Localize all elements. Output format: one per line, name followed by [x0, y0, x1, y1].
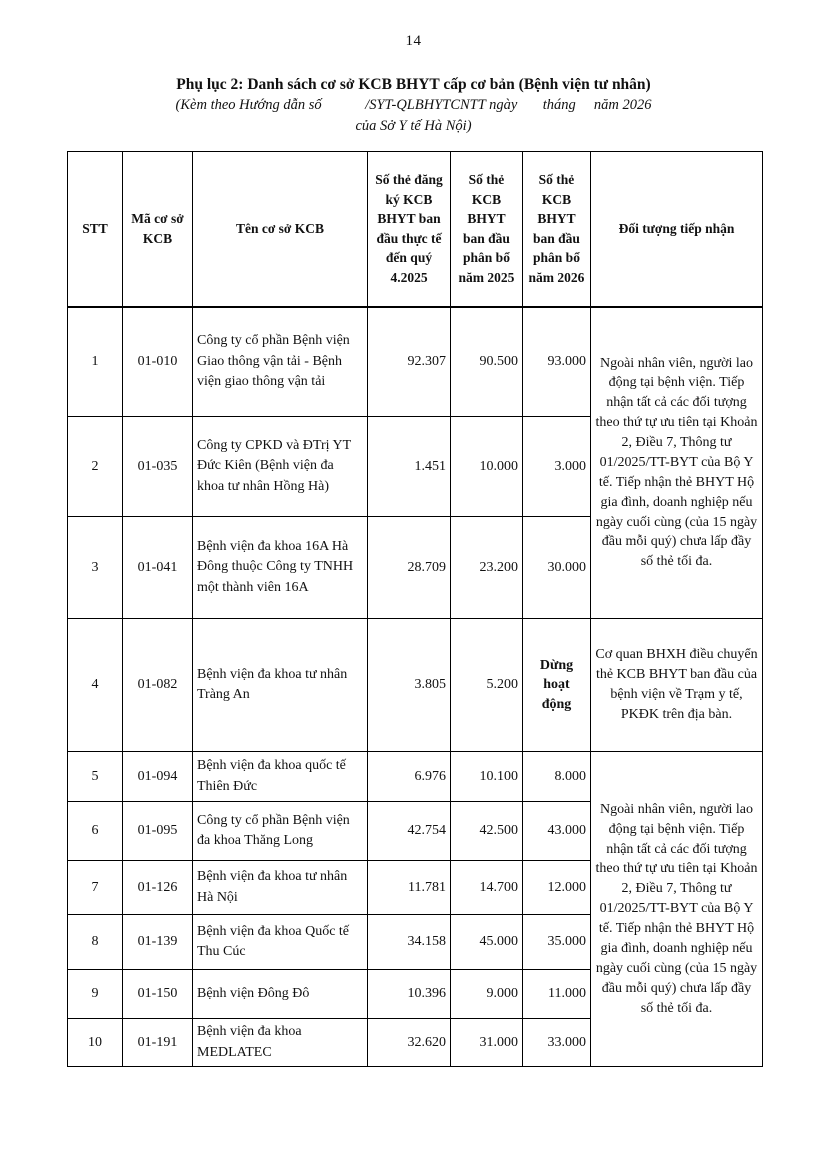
table-row: 6 01-095 Công ty cổ phần Bệnh viện đa khoa… [67, 801, 763, 862]
cell-stt: 8 [67, 914, 123, 971]
cell-ma-co-so: 01-082 [122, 618, 193, 753]
note-cell-rows-1-3: Ngoài nhân viên, người lao động tại bệnh… [590, 306, 763, 620]
cell-so-the-dang-ky: 32.620 [367, 1018, 451, 1068]
cell-phan-bo-2025: 45.000 [450, 914, 523, 971]
cell-stt: 9 [67, 969, 123, 1020]
cell-ma-co-so: 01-139 [122, 914, 193, 971]
table-row: 4 01-082 Bệnh viện đa khoa tư nhân Tràng A… [67, 618, 763, 753]
cell-phan-bo-2026: 33.000 [522, 1018, 591, 1068]
cell-ten-co-so: Bệnh viện đa khoa tư nhân Tràng An [192, 618, 368, 753]
cell-ma-co-so: 01-041 [122, 516, 193, 620]
cell-phan-bo-2026: 30.000 [522, 516, 591, 620]
cell-stt: 5 [67, 751, 123, 803]
cell-phan-bo-2025: 10.100 [450, 751, 523, 803]
cell-ten-co-so: Công ty cổ phần Bệnh viện đa khoa Thăng … [192, 801, 368, 862]
cell-ten-co-so: Bệnh viện đa khoa 16A Hà Đông thuộc Công… [192, 516, 368, 620]
header-phan-bo-2026: Số thẻ KCB BHYT ban đầu phân bổ năm 2026 [522, 151, 591, 308]
header-stt: STT [67, 151, 123, 308]
facility-table: STT Mã cơ sở KCB Tên cơ sở KCB Số thẻ đă… [67, 151, 763, 1068]
cell-stt: 4 [67, 618, 123, 753]
cell-so-the-dang-ky: 34.158 [367, 914, 451, 971]
cell-stt: 2 [67, 416, 123, 518]
table-body: 1 01-010 Công ty cổ phần Bệnh viện Giao th… [67, 306, 763, 1068]
cell-stt: 7 [67, 860, 123, 916]
cell-phan-bo-2026: 8.000 [522, 751, 591, 803]
cell-ten-co-so: Bệnh viện đa khoa Quốc tế Thu Cúc [192, 914, 368, 971]
cell-ten-co-so: Bệnh viện đa khoa tư nhân Hà Nội [192, 860, 368, 916]
cell-phan-bo-2026: 93.000 [522, 306, 591, 418]
cell-ma-co-so: 01-095 [122, 801, 193, 862]
cell-ma-co-so: 01-094 [122, 751, 193, 803]
table-row: 9 01-150 Bệnh viện Đông Đô 10.396 9.000 11.00… [67, 969, 763, 1020]
cell-phan-bo-2026: Dừng hoạt động [522, 618, 591, 753]
cell-ten-co-so: Bệnh viện đa khoa quốc tế Thiên Đức [192, 751, 368, 803]
cell-so-the-dang-ky: 3.805 [367, 618, 451, 753]
table-row: 3 01-041 Bệnh viện đa khoa 16A Hà Đông thu… [67, 516, 763, 620]
cell-phan-bo-2025: 31.000 [450, 1018, 523, 1068]
cell-so-the-dang-ky: 11.781 [367, 860, 451, 916]
table-row: 5 01-094 Bệnh viện đa khoa quốc tế Thiên Đ… [67, 751, 763, 1068]
table-row: 8 01-139 Bệnh viện đa khoa Quốc tế Thu Cúc… [67, 914, 763, 971]
cell-phan-bo-2026: 35.000 [522, 914, 591, 971]
cell-so-the-dang-ky: 6.976 [367, 751, 451, 803]
cell-phan-bo-2025: 5.200 [450, 618, 523, 753]
header-so-the-dang-ky: Số thẻ đăng ký KCB BHYT ban đầu thực tế … [367, 151, 451, 308]
cell-phan-bo-2026: 12.000 [522, 860, 591, 916]
cell-phan-bo-2025: 42.500 [450, 801, 523, 862]
document-title: Phụ lục 2: Danh sách cơ sở KCB BHYT cấp … [176, 76, 651, 93]
note-cell-rows-5-10: Ngoài nhân viên, người lao động tại bệnh… [590, 751, 763, 1068]
cell-so-the-dang-ky: 1.451 [367, 416, 451, 518]
cell-ten-co-so: Bệnh viện đa khoa MEDLATEC [192, 1018, 368, 1068]
cell-phan-bo-2025: 90.500 [450, 306, 523, 418]
table-row: 7 01-126 Bệnh viện đa khoa tư nhân Hà Nội 1… [67, 860, 763, 916]
table-header-row: STT Mã cơ sở KCB Tên cơ sở KCB Số thẻ đă… [67, 151, 763, 308]
cell-ma-co-so: 01-126 [122, 860, 193, 916]
cell-so-the-dang-ky: 10.396 [367, 969, 451, 1020]
cell-ma-co-so: 01-191 [122, 1018, 193, 1068]
header-doi-tuong-tiep-nhan: Đối tượng tiếp nhận [590, 151, 763, 308]
cell-ma-co-so: 01-150 [122, 969, 193, 1020]
table-row: 2 01-035 Công ty CPKD và ĐTrị YT Đức Kiên … [67, 416, 763, 518]
cell-phan-bo-2025: 14.700 [450, 860, 523, 916]
document-subtitle-line2: của Sở Y tế Hà Nội) [355, 117, 472, 134]
header-ten-co-so-kcb: Tên cơ sở KCB [192, 151, 368, 308]
cell-ten-co-so: Công ty CPKD và ĐTrị YT Đức Kiên (Bệnh v… [192, 416, 368, 518]
cell-stt: 3 [67, 516, 123, 620]
cell-phan-bo-2025: 23.200 [450, 516, 523, 620]
header-phan-bo-2025: Số thẻ KCB BHYT ban đầu phân bổ năm 2025 [450, 151, 523, 308]
cell-ten-co-so: Bệnh viện Đông Đô [192, 969, 368, 1020]
cell-ten-co-so: Công ty cổ phần Bệnh viện Giao thông vận… [192, 306, 368, 418]
cell-phan-bo-2026: 11.000 [522, 969, 591, 1020]
note-cell-row-4: Cơ quan BHXH điều chuyển thẻ KCB BHYT ba… [590, 618, 763, 753]
cell-phan-bo-2025: 10.000 [450, 416, 523, 518]
page-number: 14 [405, 33, 422, 49]
cell-ma-co-so: 01-010 [122, 306, 193, 418]
cell-so-the-dang-ky: 28.709 [367, 516, 451, 620]
cell-stt: 1 [67, 306, 123, 418]
cell-phan-bo-2025: 9.000 [450, 969, 523, 1020]
cell-so-the-dang-ky: 42.754 [367, 801, 451, 862]
cell-ma-co-so: 01-035 [122, 416, 193, 518]
cell-stt: 10 [67, 1018, 123, 1068]
document-subtitle-line1: (Kèm theo Hướng dẫn số /SYT-QLBHYTCNTT n… [175, 97, 652, 113]
table-row: 1 01-010 Công ty cổ phần Bệnh viện Giao th… [67, 306, 763, 620]
cell-so-the-dang-ky: 92.307 [367, 306, 451, 418]
header-ma-co-so-kcb: Mã cơ sở KCB [122, 151, 193, 308]
cell-phan-bo-2026: 43.000 [522, 801, 591, 862]
table-row: 10 01-191 Bệnh viện đa khoa MEDLATEC 32.620… [67, 1018, 763, 1068]
cell-phan-bo-2026: 3.000 [522, 416, 591, 518]
cell-stt: 6 [67, 801, 123, 862]
